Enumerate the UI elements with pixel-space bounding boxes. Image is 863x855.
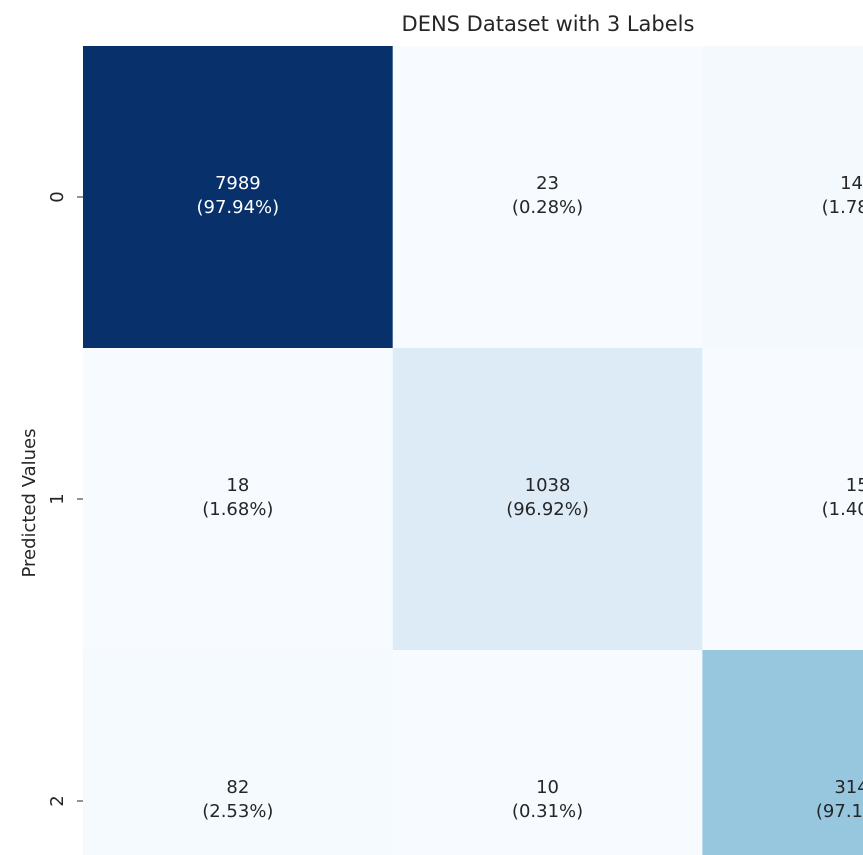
- cell-count-label: 82: [226, 777, 249, 798]
- cell-count-label: 1038: [525, 475, 571, 496]
- heatmap-cell: [392, 46, 703, 349]
- heatmap-cell: [702, 650, 863, 855]
- cell-percent-label: (1.68%): [202, 499, 273, 520]
- cell-count-label: 23: [536, 173, 559, 194]
- heatmap-cell: [392, 650, 703, 855]
- heatmap-cell: [83, 650, 394, 855]
- cell-percent-label: (97.94%): [197, 197, 280, 218]
- heatmap-cell: [83, 46, 394, 349]
- cell-count-label: 145: [840, 173, 863, 194]
- heatmap-cell: [392, 348, 703, 651]
- heatmap-cell: [83, 348, 394, 651]
- cell-count-label: 3147: [834, 777, 863, 798]
- y-tick-label: 0: [47, 191, 68, 202]
- cell-percent-label: (96.92%): [506, 499, 589, 520]
- cell-count-label: 10: [536, 777, 559, 798]
- cell-percent-label: (1.78%): [822, 197, 863, 218]
- y-axis-label: Predicted Values: [19, 428, 40, 577]
- y-tick-label: 1: [47, 493, 68, 504]
- cell-percent-label: (1.40%): [822, 499, 863, 520]
- cell-count-label: 7989: [215, 173, 261, 194]
- y-tick-label: 2: [47, 795, 68, 806]
- heatmap-cell: [702, 348, 863, 651]
- cell-percent-label: (2.53%): [202, 801, 273, 822]
- heatmap-cell: [702, 46, 863, 349]
- cell-percent-label: (97.16%): [816, 801, 863, 822]
- chart-title: DENS Dataset with 3 Labels: [402, 12, 695, 36]
- cell-count-label: 18: [226, 475, 249, 496]
- cell-percent-label: (0.28%): [512, 197, 583, 218]
- cell-percent-label: (0.31%): [512, 801, 583, 822]
- cell-count-label: 15: [846, 475, 863, 496]
